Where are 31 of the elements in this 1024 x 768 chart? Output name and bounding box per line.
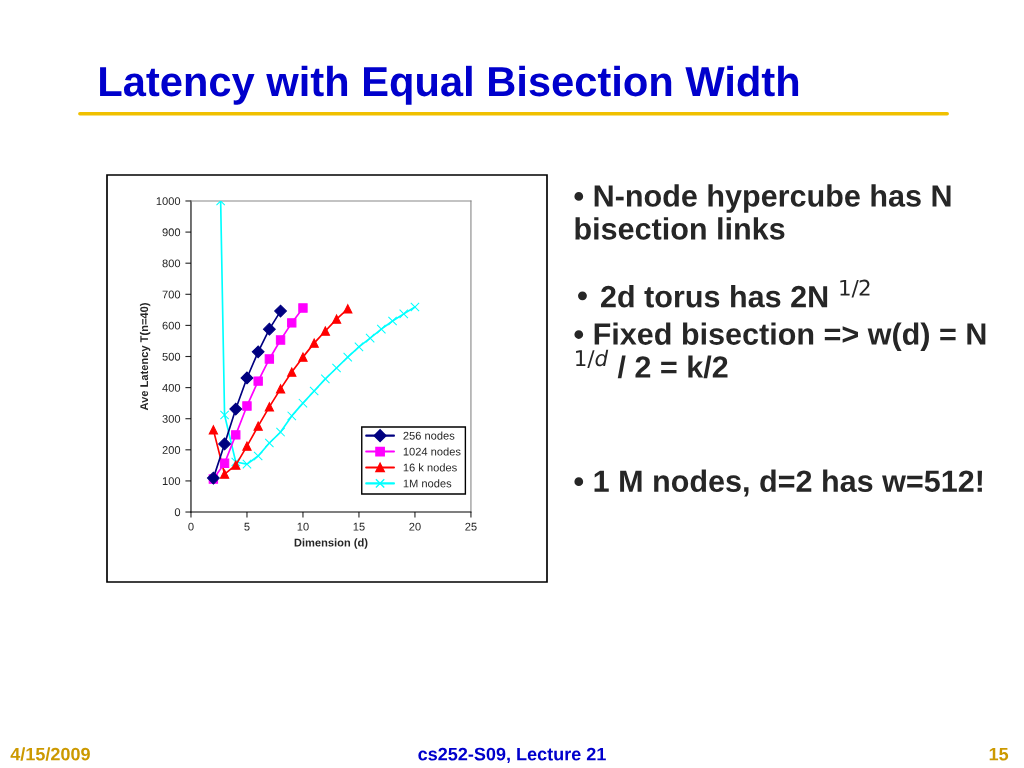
y-tick-label: 700 [162, 290, 181, 299]
y-tick-label: 800 [162, 259, 181, 268]
y-axis-title: Ave Latency T(n=40) [139, 303, 151, 411]
y-tick-label: 600 [162, 321, 181, 330]
text: 15 [989, 747, 1009, 761]
legend-label: 16 k nodes [403, 463, 457, 472]
x-tick-label: 0 [188, 522, 194, 531]
x-tick-label: 10 [297, 522, 309, 531]
text: • Fixed bisection => w(d) = N $^{1/d}$ / 2 = k/2 [574, 322, 986, 379]
y-tick-label: 300 [162, 414, 181, 423]
chart-title: Latency with Equal Bisection Width [100, 65, 799, 105]
text: • N-node hypercube has N bisection links [574, 184, 951, 240]
y-tick-label: 200 [162, 446, 181, 454]
x-tick-label: 25 [465, 522, 477, 531]
text: 4/15/2009 [10, 747, 90, 761]
text: • 2d torus has 2N $^{1/2}$ [578, 279, 870, 308]
legend-label: 256 nodes [403, 431, 455, 440]
y-tick-label: 0 [174, 508, 181, 517]
y-tick-label: 1000 [156, 197, 181, 206]
text: • 1 M nodes, d=2 has w=512! [574, 469, 982, 497]
x-tick-label: 15 [353, 522, 365, 531]
y-tick-label: 100 [162, 477, 181, 486]
y-tick-label: 400 [162, 383, 181, 392]
legend-label: 1M nodes [403, 479, 452, 488]
x-tick-label: 5 [244, 522, 250, 531]
y-tick-label: 900 [162, 228, 181, 237]
x-axis-title: Dimension (d) [294, 538, 368, 549]
y-tick-label: 500 [162, 352, 181, 361]
x-tick-label: 20 [409, 522, 421, 531]
text: cs252-S09, Lecture 21 [418, 747, 606, 764]
legend-label: 1024 nodes [403, 447, 461, 456]
